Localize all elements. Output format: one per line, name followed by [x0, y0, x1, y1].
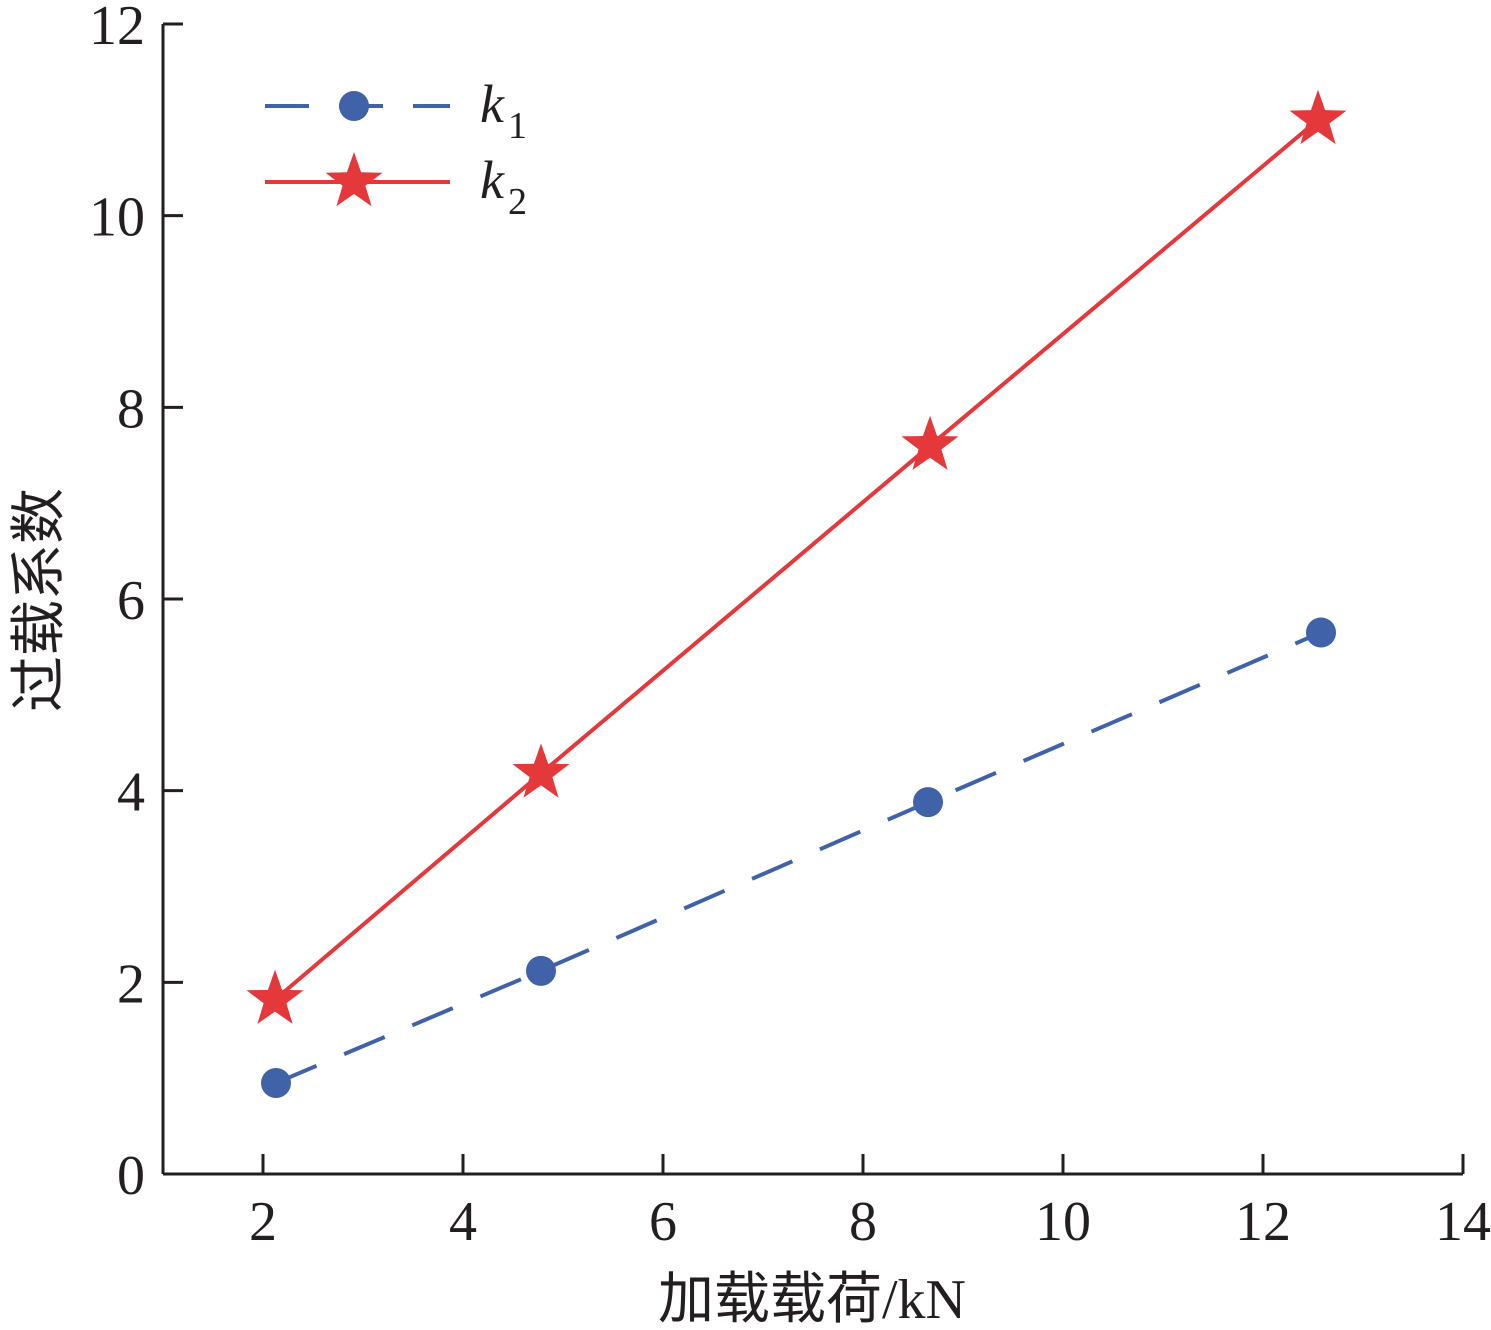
y-tick-label: 10: [89, 187, 145, 249]
y-tick-label: 0: [117, 1145, 145, 1207]
x-axis-ticks: 2 4 6 8 10 12 14: [249, 1154, 1491, 1253]
data-point-k1: [1306, 617, 1336, 648]
y-axis-title: 过载系数: [9, 488, 71, 712]
legend: k 1k 2: [265, 74, 527, 223]
legend-marker-k1: [339, 91, 369, 121]
x-tick-label: 4: [449, 1191, 477, 1253]
series-line-k1: [275, 630, 1322, 1085]
data-point-k2: [1289, 89, 1347, 145]
y-tick-label: 12: [89, 0, 145, 57]
x-tick-label: 8: [849, 1191, 877, 1253]
x-tick-label: 10: [1035, 1191, 1091, 1253]
x-tick-label: 12: [1235, 1191, 1291, 1253]
y-axis-ticks: 0 2 4 6 8 10 12: [89, 0, 183, 1207]
x-tick-label: 14: [1435, 1191, 1491, 1253]
x-tick-label: 2: [249, 1191, 277, 1253]
legend-marker-k2: [325, 152, 383, 207]
data-point-k1: [526, 955, 556, 986]
series-lines: [273, 118, 1322, 1085]
y-tick-label: 2: [117, 953, 145, 1015]
y-tick-label: 8: [117, 378, 145, 440]
y-tick-label: 4: [117, 762, 145, 824]
data-point-k2: [512, 743, 570, 798]
series-line-k2: [273, 118, 1320, 1002]
x-tick-label: 6: [649, 1191, 677, 1253]
series-markers: [246, 89, 1347, 1098]
data-point-k2: [246, 969, 304, 1024]
data-point-k1: [261, 1067, 291, 1098]
data-point-k1: [913, 787, 943, 818]
data-point-k2: [901, 415, 959, 470]
x-axis-title: 加载载荷/kN: [658, 1269, 966, 1330]
y-tick-label: 6: [117, 570, 145, 632]
